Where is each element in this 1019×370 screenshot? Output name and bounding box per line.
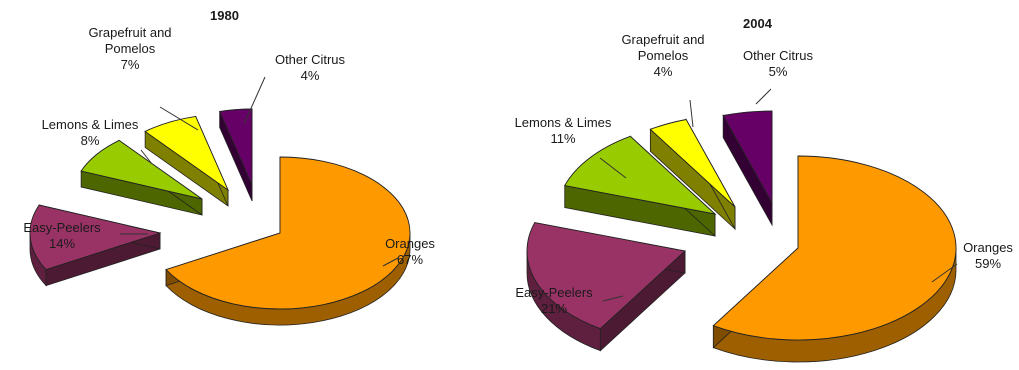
slice-label-other-citrus: Other Citrus 4% [275,52,346,83]
slice-label-lemons-limes: Lemons & Limes 11% [515,115,612,146]
slice-label-lemons-limes: Lemons & Limes 8% [42,117,139,148]
slice-label-easy-peelers: Easy-Peelers 21% [515,285,593,316]
slice-label-grapefruit-and-pomelos: Grapefruit and Pomelos 7% [88,25,171,72]
chart-2004: 2004 Oranges 59% Easy-Peelers 21% Lemons & Li… [515,16,1013,363]
slice-label-oranges: Oranges 67% [385,236,435,267]
leader-line-easy-peelers [602,295,624,302]
leader-line-other-citrus [243,76,266,125]
slice-label-easy-peelers: Easy-Peelers 14% [23,220,101,251]
slice-oranges [165,156,411,310]
slice-oranges [712,155,957,341]
chart-1980: 1980 Oranges 67% Easy-Peelers 14% Lemons & Li… [23,8,435,326]
slice-easy-peelers [526,222,686,330]
slice-lemons-limes [80,139,203,200]
leader-line-lemons-limes [599,157,627,179]
slice-label-grapefruit-and-pomelos: Grapefruit and Pomelos 4% [621,32,704,79]
slice-lemons-limes [564,135,717,215]
leader-line-oranges [931,263,958,283]
chart-title: 1980 [210,8,239,23]
leader-line-grapefruit-and-pomelos [689,99,694,128]
slice-label-oranges: Oranges 59% [963,240,1013,271]
slice-label-other-citrus: Other Citrus 5% [743,48,814,79]
leader-line-lemons-limes [140,149,153,165]
slice-grapefruit-and-pomelos [649,119,736,208]
slice-grapefruit-and-pomelos [144,115,230,192]
slice-other-citrus [722,110,773,205]
slice-easy-peelers [29,204,162,271]
leader-line-oranges [382,257,399,267]
leader-line-other-citrus [755,88,772,105]
leader-line-grapefruit-and-pomelos [159,106,199,131]
slice-other-citrus [219,108,253,186]
chart-title: 2004 [743,16,773,31]
